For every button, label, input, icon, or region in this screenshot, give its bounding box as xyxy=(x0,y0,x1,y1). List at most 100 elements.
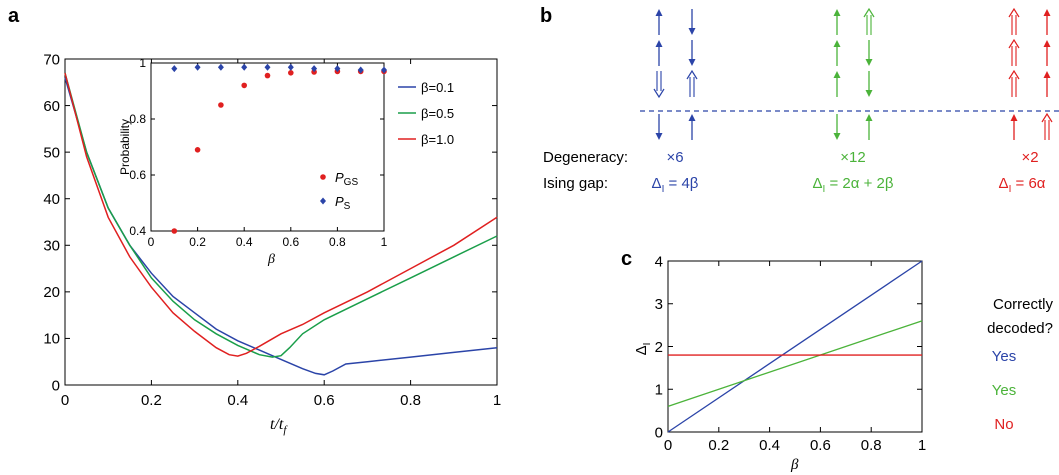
inset-point-s xyxy=(264,63,271,71)
x-tick-label: 1 xyxy=(493,392,501,409)
arrow-head xyxy=(1008,7,1020,18)
inset-point-gs xyxy=(194,147,201,153)
arrow-head xyxy=(865,90,873,97)
legend-label: β=0.1 xyxy=(421,80,454,95)
x-tick-label: 0.6 xyxy=(314,392,335,409)
panel-a-series xyxy=(64,72,498,376)
arrow-head xyxy=(686,69,698,80)
inset-point-s xyxy=(287,63,294,71)
y-tick-label: 70 xyxy=(43,51,60,68)
x-tick-label: 1 xyxy=(918,437,926,454)
panel-b-values: ×6 ΔI = 4β ×12 ΔI = 2α + 2β ×2 ΔI = 6α xyxy=(652,149,1046,195)
x-tick-label: 0.4 xyxy=(236,235,253,249)
arrow-head xyxy=(655,9,663,16)
x-tick-label: 0 xyxy=(664,437,672,454)
inset-points xyxy=(171,63,387,234)
inset-x-ticks: 0 0.2 0.4 0.6 0.8 1 xyxy=(148,63,388,249)
legend-label: β=1.0 xyxy=(421,132,454,147)
arrow-head xyxy=(1008,69,1020,80)
panel-c-x-ticks: 0 0.2 0.4 0.6 0.8 1 xyxy=(664,261,926,454)
arrow-head xyxy=(1043,40,1051,47)
y-tick-label: 0.8 xyxy=(129,112,146,126)
inset-legend-marker xyxy=(320,197,326,205)
series-line-10 xyxy=(64,72,498,357)
ising-gap-value: ΔI = 4β xyxy=(652,175,699,195)
arrow-head xyxy=(1008,38,1020,49)
arrow-head xyxy=(688,59,696,66)
y-tick-label: 0 xyxy=(52,377,60,394)
inset-point-gs xyxy=(288,70,294,76)
panel-a-x-axis-label: t/tf xyxy=(270,416,288,436)
y-tick-label: 4 xyxy=(655,253,663,270)
inset-point-gs xyxy=(171,228,178,234)
x-tick-label: 0.2 xyxy=(141,392,162,409)
y-tick-label: 2 xyxy=(655,339,663,356)
panel-label-b: b xyxy=(540,5,552,27)
decoded-question-line2: decoded? xyxy=(987,320,1053,337)
arrow-head xyxy=(653,88,665,99)
y-tick-label: 0.6 xyxy=(129,168,146,182)
decoded-answer: Yes xyxy=(992,348,1016,365)
y-tick-label: 60 xyxy=(43,98,60,115)
x-tick-label: 0.8 xyxy=(861,437,882,454)
decoded-answer: Yes xyxy=(992,382,1016,399)
spin-arrow-groups xyxy=(653,7,1053,140)
arrow-head xyxy=(688,114,696,121)
legend-label: β=0.5 xyxy=(421,106,454,121)
panel-c-x-axis-label: β xyxy=(790,457,799,473)
x-tick-label: 1 xyxy=(381,235,388,249)
arrow-head xyxy=(1041,112,1053,123)
y-tick-label: 10 xyxy=(43,331,60,348)
inset-legend: PGS PS xyxy=(320,170,358,212)
x-tick-label: 0 xyxy=(61,392,69,409)
arrow-head xyxy=(655,40,663,47)
inset-point-s xyxy=(241,63,248,71)
inset-point-s xyxy=(171,65,178,73)
gap-line-1 xyxy=(667,320,923,407)
decoded-answer: No xyxy=(994,416,1013,433)
ising-gap-value: ΔI = 2α + 2β xyxy=(813,175,894,195)
arrow-head xyxy=(688,28,696,35)
decoded-question-line1: Correctly xyxy=(993,296,1054,313)
x-tick-label: 0.2 xyxy=(189,235,206,249)
inset-legend-label: PGS xyxy=(335,170,358,188)
y-tick-label: 40 xyxy=(43,191,60,208)
inset-point-s xyxy=(217,63,224,71)
y-tick-label: 20 xyxy=(43,284,60,301)
y-tick-label: 1 xyxy=(655,382,663,399)
panel-a-legend: β=0.1 β=0.5 β=1.0 xyxy=(398,80,454,147)
inset-point-gs xyxy=(264,72,271,79)
inset-point-s xyxy=(357,66,364,74)
panel-c-chart: 0 0.2 0.4 0.6 0.8 1 0 1 2 3 4 β ΔI Correctly decod… xyxy=(633,253,1053,473)
panel-label-c: c xyxy=(621,248,632,270)
panel-a-axes-frame xyxy=(64,58,498,386)
degeneracy-row-label: Degeneracy: xyxy=(543,149,628,166)
y-tick-label: 0 xyxy=(655,424,663,441)
inset-point-s xyxy=(311,65,318,73)
x-tick-label: 0.2 xyxy=(708,437,729,454)
arrow-head xyxy=(863,7,875,18)
inset-point-s xyxy=(381,66,387,74)
ising-gap-row-label: Ising gap: xyxy=(543,175,608,192)
arrow-head xyxy=(655,133,663,140)
gap-line-0 xyxy=(667,260,923,433)
series-line-05 xyxy=(64,72,498,358)
y-tick-label: 0.4 xyxy=(129,224,146,238)
degeneracy-value: ×12 xyxy=(840,149,865,166)
arrow-head xyxy=(833,40,841,47)
inset-x-axis-label: β xyxy=(267,252,275,267)
panel-c-y-axis-label: ΔI xyxy=(633,343,653,356)
panel-c-series xyxy=(667,260,923,433)
x-tick-label: 0.6 xyxy=(282,235,299,249)
x-tick-label: 0.4 xyxy=(759,437,780,454)
arrow-head xyxy=(833,133,841,140)
y-tick-label: 1 xyxy=(139,56,146,70)
panel-a-inset: 0 0.2 0.4 0.6 0.8 1 0.40.60.81 Probability β … xyxy=(118,56,388,267)
x-tick-label: 0.4 xyxy=(227,392,248,409)
arrow-head xyxy=(833,9,841,16)
x-tick-label: 0.6 xyxy=(810,437,831,454)
inset-point-gs xyxy=(241,82,247,89)
inset-point-s xyxy=(334,65,341,73)
